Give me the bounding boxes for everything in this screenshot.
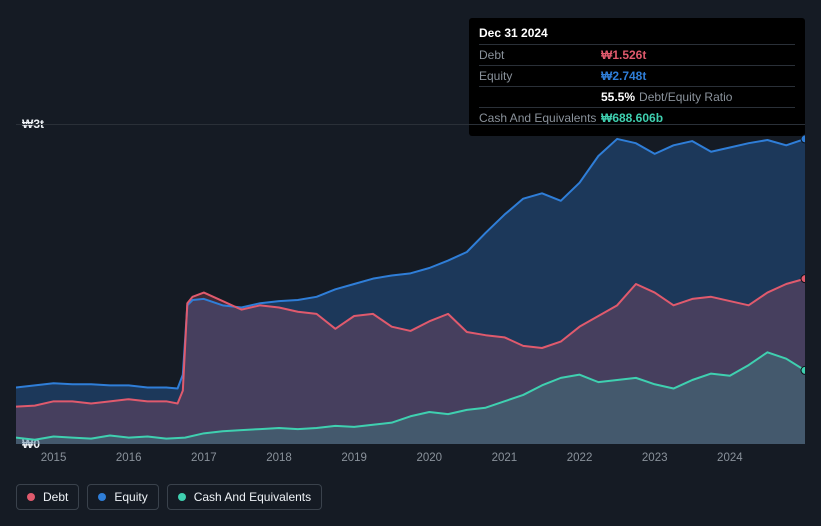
tooltip-row-sub: Debt/Equity Ratio [639,90,732,104]
x-axis-tick-label: 2022 [567,452,593,464]
plot-area[interactable] [16,124,805,444]
x-axis-tick-label: 2024 [717,452,743,464]
tooltip-row: Equity₩2.748t [479,65,795,86]
tooltip-row: 55.5%Debt/Equity Ratio [479,86,795,107]
x-axis-tick-label: 2020 [416,452,442,464]
tooltip-date: Dec 31 2024 [479,26,795,44]
x-axis-tick-label: 2016 [116,452,142,464]
financial-chart: Dec 31 2024 Debt₩1.526tEquity₩2.748t55.5… [0,0,821,526]
chart-tooltip: Dec 31 2024 Debt₩1.526tEquity₩2.748t55.5… [469,18,805,136]
tooltip-row-value: ₩688.606b [601,111,663,125]
series-end-marker-debt [801,275,805,283]
series-end-marker-cash [801,366,805,374]
tooltip-row-label [479,90,601,104]
tooltip-row-value: ₩1.526t [601,48,646,62]
x-axis-tick-label: 2023 [642,452,668,464]
tooltip-row-label: Debt [479,48,601,62]
tooltip-row-label: Equity [479,69,601,83]
legend-dot-icon [178,493,186,501]
tooltip-row-value: ₩2.748t [601,69,646,83]
legend-item-label: Equity [114,490,147,504]
x-axis-labels: 2015 2016 2017 2018 2019 2020 2021 2022 2023 2024 [16,444,805,472]
legend: Debt Equity Cash And Equivalents [16,484,322,510]
series-end-marker-equity [801,135,805,143]
legend-item-cash[interactable]: Cash And Equivalents [167,484,322,510]
x-axis-tick-label: 2021 [492,452,518,464]
tooltip-row-label: Cash And Equivalents [479,111,601,125]
x-axis-tick-label: 2015 [41,452,67,464]
legend-item-debt[interactable]: Debt [16,484,79,510]
legend-dot-icon [27,493,35,501]
tooltip-row-value: 55.5%Debt/Equity Ratio [601,90,732,104]
x-axis-tick-label: 2018 [266,452,292,464]
x-axis-tick-label: 2017 [191,452,217,464]
chart-svg [16,124,805,444]
legend-item-equity[interactable]: Equity [87,484,158,510]
legend-item-label: Debt [43,490,68,504]
legend-dot-icon [98,493,106,501]
tooltip-row: Debt₩1.526t [479,44,795,65]
x-axis-tick-label: 2019 [341,452,367,464]
legend-item-label: Cash And Equivalents [194,490,311,504]
tooltip-rows: Debt₩1.526tEquity₩2.748t55.5%Debt/Equity… [479,44,795,128]
